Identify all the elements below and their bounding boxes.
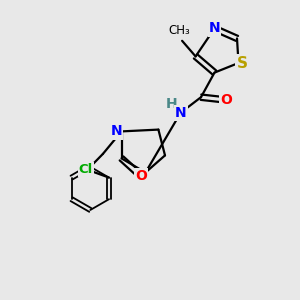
Text: N: N	[209, 22, 220, 35]
Text: O: O	[220, 93, 232, 106]
Text: Cl: Cl	[79, 163, 93, 176]
Text: N: N	[175, 106, 186, 120]
Text: S: S	[237, 56, 248, 70]
Text: O: O	[135, 169, 147, 183]
Text: H: H	[166, 98, 177, 111]
Text: N: N	[110, 124, 122, 138]
Text: CH₃: CH₃	[168, 24, 190, 37]
